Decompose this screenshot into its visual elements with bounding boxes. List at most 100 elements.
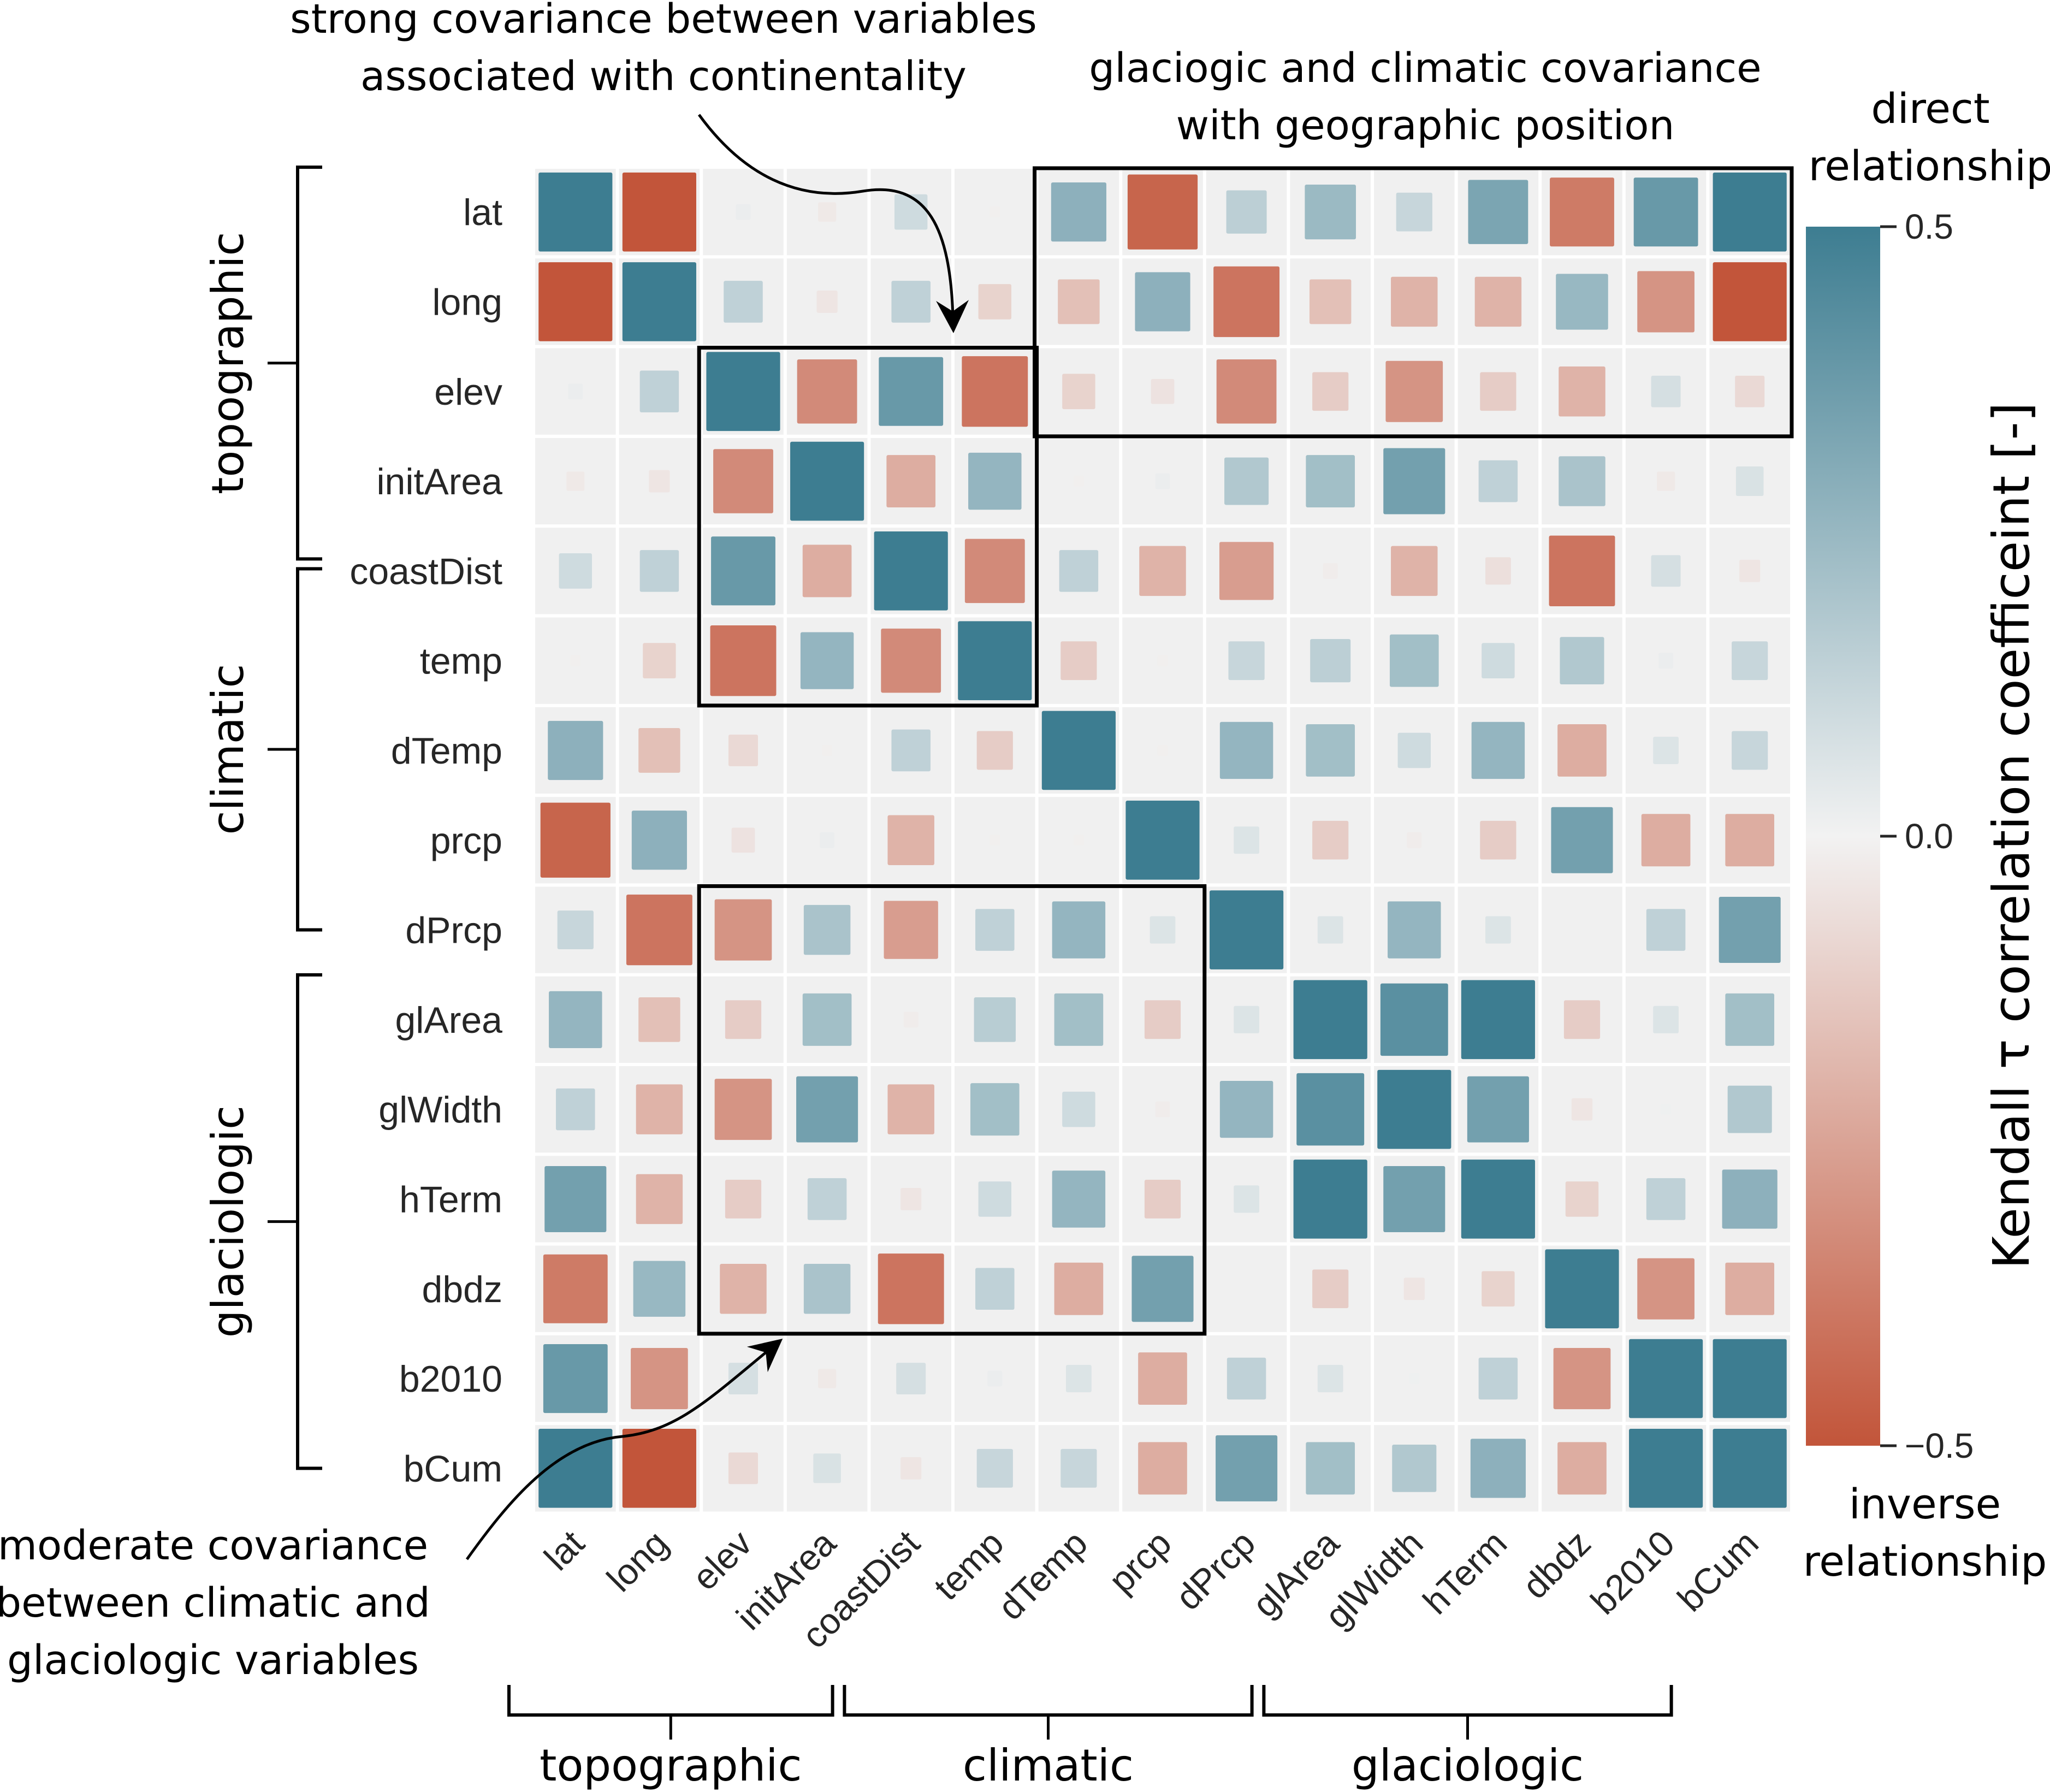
heatmap-square-elev-dTemp [1062,374,1095,410]
heatmap-square-prcp-b2010 [1641,814,1691,867]
heatmap-square-b2010-temp [987,1370,1003,1387]
heatmap-square-b2010-dTemp [1065,1364,1092,1393]
x-tick-label: dPrcp [1168,1523,1263,1618]
heatmap-square-glArea-temp [974,997,1016,1042]
heatmap-square-dTemp-glWidth [1397,732,1431,768]
heatmap-square-bCum-long [622,1429,696,1508]
heatmap-cell-bg [1206,1245,1287,1332]
heatmap-square-initArea-b2010 [1657,471,1675,491]
x-tick-label: long [599,1523,676,1600]
heatmap-square-bCum-bCum [1713,1429,1787,1508]
heatmap-square-bCum-elev [728,1452,759,1485]
heatmap-square-initArea-prcp [1155,473,1170,489]
heatmap-square-glWidth-dPrcp [1219,1081,1273,1138]
heatmap-square-initArea-glArea [1306,455,1355,508]
heatmap-square-coastDist-prcp [1139,546,1186,596]
heatmap-square-elev-prcp [1151,378,1175,404]
x-tick-label: b2010 [1583,1523,1682,1622]
heatmap-square-initArea-hTerm [1478,460,1518,502]
heatmap-square-bCum-temp [976,1448,1013,1488]
heatmap-square-b2010-prcp [1138,1352,1187,1405]
heatmap-square-bCum-glWidth [1392,1444,1437,1492]
heatmap-square-long-dPrcp [1213,266,1280,338]
heatmap-square-dTemp-glArea [1306,724,1355,777]
heatmap-square-dbdz-temp [975,1268,1015,1310]
heatmap-square-long-glWidth [1391,276,1438,327]
heatmap-square-elev-elev [706,352,780,431]
moderate-arrow [465,1339,783,1560]
heatmap-square-glWidth-glWidth [1377,1069,1451,1149]
heatmap-cell-bg [1542,886,1622,973]
heatmap-square-dTemp-bCum [1732,731,1768,770]
heatmap-square-lat-temp [990,206,1000,218]
heatmap-square-temp-dTemp [1060,641,1097,681]
heatmap-square-hTerm-glArea [1293,1160,1367,1239]
heatmap-square-dPrcp-long [626,894,692,966]
heatmap-square-dPrcp-glArea [1317,916,1343,944]
continentality-annotation-line: associated with continentality [360,53,967,100]
x-tick-label: lat [536,1523,592,1578]
climatic-group-label: climatic [203,664,253,835]
heatmap-square-glWidth-coastDist [887,1084,934,1134]
heatmap-square-lat-initArea [818,202,837,222]
heatmap-square-dbdz-lat [543,1254,608,1323]
heatmap-square-hTerm-prcp [1144,1180,1181,1219]
heatmap-square-elev-lat [568,383,583,400]
heatmap-square-coastDist-coastDist [874,531,948,611]
y-tick-label: glArea [395,1000,502,1041]
heatmap-square-lat-prcp [1127,174,1198,250]
heatmap-square-dPrcp-b2010 [1646,909,1686,951]
heatmap-square-temp-dPrcp [1228,641,1265,681]
heatmap-square-long-long [622,262,696,341]
heatmap-square-glWidth-dbdz [1571,1098,1593,1121]
heatmap-square-dTemp-dbdz [1557,724,1607,777]
heatmap-square-glArea-b2010 [1653,1006,1679,1033]
heatmap-square-glWidth-b2010 [1661,1103,1672,1115]
heatmap-square-dbdz-b2010 [1637,1258,1694,1320]
heatmap-square-hTerm-coastDist [900,1187,922,1210]
heatmap-square-elev-glArea [1312,372,1349,411]
heatmap-square-bCum-coastDist [900,1457,922,1480]
heatmap-square-dbdz-hTerm [1482,1271,1515,1307]
heatmap-square-lat-glWidth [1396,192,1432,232]
heatmap-square-b2010-dPrcp [1227,1357,1266,1400]
colorbar-top-caption: direct [1871,84,1989,133]
heatmap-square-b2010-glWidth [1409,1373,1420,1385]
climatic-x-group-label: climatic [963,1740,1134,1791]
colorbar-bottom-caption: relationship [1803,1537,2047,1586]
heatmap-square-glWidth-elev [714,1079,772,1140]
heatmap-square-bCum-b2010 [1629,1429,1703,1508]
y-tick-label: hTerm [399,1179,502,1220]
heatmap-square-temp-elev [710,625,777,696]
heatmap-square-glWidth-long [636,1084,683,1134]
annotations: strong covariance between variables assoc… [0,0,1762,1684]
heatmap-square-dTemp-dTemp [1041,711,1116,790]
heatmap-square-long-glArea [1309,279,1352,324]
heatmap-square-dPrcp-prcp [1150,916,1176,944]
topographic-x-group-label: topographic [540,1740,802,1791]
climatic-glaciologic-box [697,884,1207,1336]
heatmap-square-hTerm-lat [544,1166,607,1232]
heatmap-square-lat-hTerm [1468,180,1528,244]
heatmap-square-glArea-dTemp [1054,993,1104,1046]
heatmap-square-prcp-dTemp [1073,835,1084,846]
heatmap-square-prcp-prcp [1125,800,1200,880]
heatmap-square-prcp-glWidth [1407,832,1422,848]
heatmap-square-initArea-lat [566,471,585,491]
heatmap-square-dPrcp-dPrcp [1210,890,1284,969]
heatmap-square-long-dTemp [1058,279,1100,324]
heatmap-square-coastDist-glArea [1323,563,1338,579]
glaciologic-x-bracket [1262,1685,1673,1717]
heatmap-square-prcp-dPrcp [1234,826,1260,854]
heatmap-square-b2010-b2010 [1629,1339,1703,1418]
heatmap-square-hTerm-elev [725,1180,762,1219]
heatmap-square-dTemp-elev [728,735,759,766]
heatmap-square-dTemp-temp [976,731,1013,770]
heatmap-square-glWidth-glArea [1296,1073,1365,1146]
y-tick-label: lat [463,192,502,233]
continentality-annotation-line: strong covariance between variables [290,0,1037,43]
heatmap-square-coastDist-dTemp [1059,550,1099,592]
heatmap-square-dbdz-initArea [803,1264,851,1314]
topographic-x-bracket [507,1685,834,1717]
heatmap-square-hTerm-dTemp [1052,1170,1106,1228]
